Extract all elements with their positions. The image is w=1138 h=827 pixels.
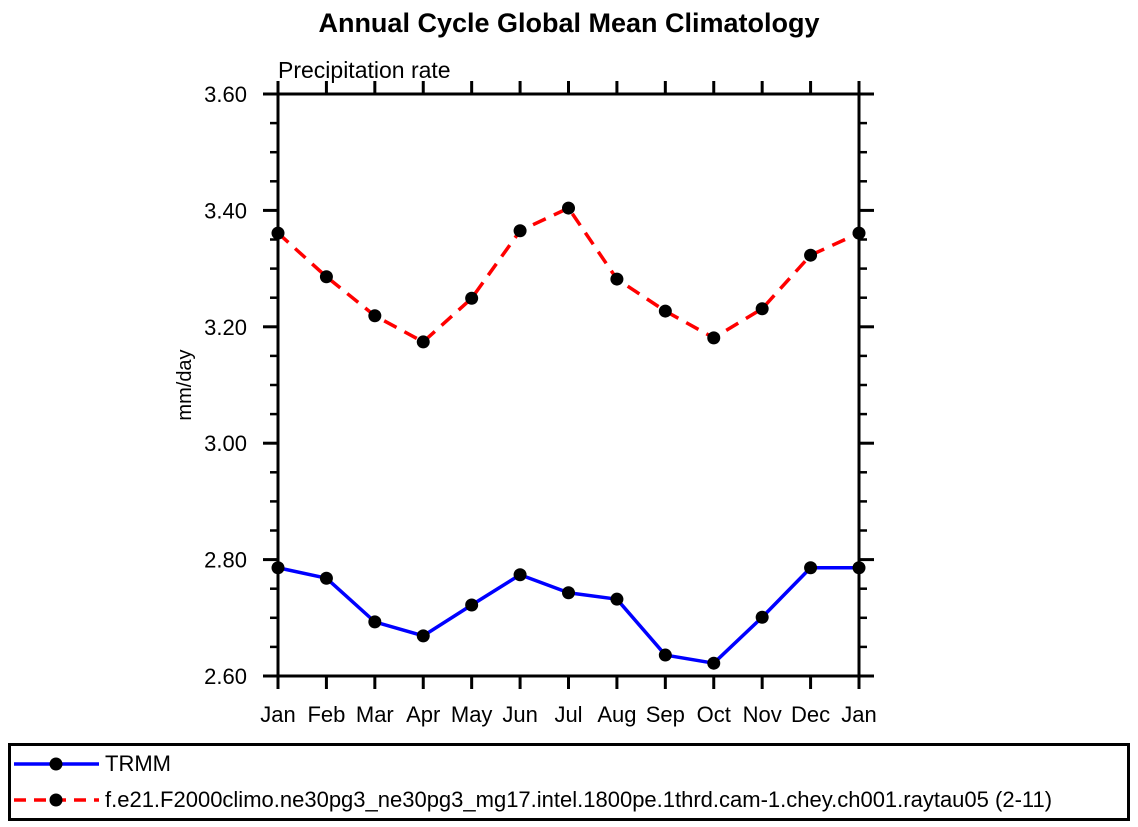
legend-label-model: f.e21.F2000climo.ne30pg3_ne30pg3_mg17.in… [105, 787, 1053, 812]
data-point-marker-model [755, 302, 769, 316]
y-tick-label: 2.80 [204, 548, 247, 573]
data-point-marker-trmm [562, 586, 575, 600]
x-tick-label: Jun [502, 702, 537, 727]
data-point-marker-model [610, 272, 624, 286]
legend-marker-sample [49, 793, 63, 807]
x-tick-label: May [451, 702, 493, 727]
series-line-model [276, 206, 860, 344]
data-point-marker-model [562, 201, 575, 215]
data-point-marker-trmm [610, 592, 624, 606]
legend-item-model: f.e21.F2000climo.ne30pg3_ne30pg3_mg17.in… [11, 782, 1127, 818]
data-point-marker-trmm [658, 648, 672, 662]
x-tick-label: Jul [554, 702, 582, 727]
data-point-marker-trmm [852, 561, 866, 575]
data-point-marker-model [416, 335, 430, 349]
data-point-marker-model [368, 309, 382, 323]
x-tick-label: Jan [841, 702, 876, 727]
x-tick-label: Aug [597, 702, 636, 727]
data-point-marker-trmm [804, 561, 818, 575]
data-point-marker-trmm [755, 610, 769, 624]
data-point-marker-model [852, 226, 866, 240]
x-tick-label: Feb [307, 702, 345, 727]
x-tick-label: Apr [406, 702, 440, 727]
legend-box: TRMM f.e21.F2000climo.ne30pg3_ne30pg3_mg… [8, 743, 1130, 821]
data-point-marker-model [658, 304, 672, 318]
data-point-marker-trmm [513, 568, 527, 582]
x-tick-label: Dec [791, 702, 830, 727]
data-point-marker-trmm [319, 571, 333, 585]
chart-subtitle: Precipitation rate [278, 57, 451, 83]
data-point-marker-model [319, 270, 333, 284]
data-point-marker-trmm [368, 615, 382, 629]
x-tick-label: Sep [646, 702, 685, 727]
x-tick-label: Oct [697, 702, 731, 727]
y-tick-label: 3.60 [204, 82, 247, 107]
chart-title: Annual Cycle Global Mean Climatology [318, 8, 820, 38]
data-point-marker-model [271, 226, 285, 240]
legend-label-trmm: TRMM [105, 751, 171, 776]
data-point-marker-trmm [416, 629, 430, 643]
series-line-trmm [277, 565, 859, 665]
data-point-marker-trmm [707, 656, 721, 670]
data-point-marker-trmm [465, 598, 479, 612]
x-tick-label: Nov [743, 702, 782, 727]
data-point-marker-model [804, 248, 818, 262]
y-tick-label: 2.60 [204, 664, 247, 689]
plot-area: 2.60 2.80 3.00 3.20 3.40 3.60 Jan Feb Mar Apr May J… [204, 81, 877, 727]
data-point-marker-model [707, 331, 721, 345]
data-point-marker-model [465, 291, 479, 305]
legend-swatch-trmm [14, 757, 99, 771]
data-point-marker-model [513, 224, 527, 238]
x-tick-label: Mar [356, 702, 394, 727]
legend-marker-sample [49, 757, 63, 771]
legend-swatch-model [14, 793, 99, 807]
y-tick-label: 3.20 [204, 315, 247, 340]
x-tick-label: Jan [260, 702, 295, 727]
y-tick-label: 3.40 [204, 198, 247, 223]
data-point-marker-trmm [271, 561, 285, 575]
legend-item-trmm: TRMM [11, 746, 1127, 782]
y-tick-label: 3.00 [204, 431, 247, 456]
